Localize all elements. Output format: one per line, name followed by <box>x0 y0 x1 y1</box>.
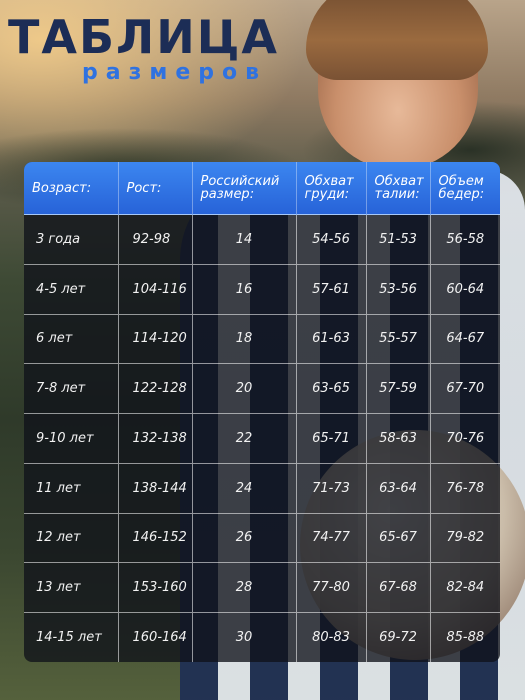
cell-waist: 65-67 <box>366 512 431 563</box>
cell-russian-size: 20 <box>192 363 297 414</box>
cell-hips: 67-70 <box>430 363 500 414</box>
table-header-row: Возраст: Рост: Российский размер: Обхват… <box>24 162 500 215</box>
cell-hips: 82-84 <box>430 562 500 613</box>
cell-height: 138-144 <box>118 462 193 514</box>
table-row: 12 лет 146-152 26 74-77 65-67 79-82 <box>24 512 500 563</box>
cell-height: 160-164 <box>118 612 193 662</box>
cell-age: 7-8 лет <box>24 363 119 414</box>
cell-russian-size: 26 <box>192 512 297 563</box>
cell-hips: 70-76 <box>430 413 500 464</box>
table-row: 3 года 92-98 14 54-56 51-53 56-58 <box>24 214 500 265</box>
cell-russian-size: 22 <box>192 413 297 464</box>
table-row: 4-5 лет 104-116 16 57-61 53-56 60-64 <box>24 263 500 315</box>
cell-chest: 63-65 <box>296 363 367 414</box>
cell-waist: 67-68 <box>366 562 431 613</box>
table-row: 9-10 лет 132-138 22 65-71 58-63 70-76 <box>24 413 500 464</box>
table-row: 13 лет 153-160 28 77-80 67-68 82-84 <box>24 562 500 613</box>
cell-waist: 69-72 <box>366 612 431 662</box>
cell-age: 9-10 лет <box>24 413 119 464</box>
header-chest: Обхват груди: <box>296 162 367 215</box>
cell-russian-size: 14 <box>192 214 297 265</box>
header-hips: Объем бедер: <box>430 162 500 215</box>
cell-waist: 51-53 <box>366 214 431 265</box>
table-row: 7-8 лет 122-128 20 63-65 57-59 67-70 <box>24 363 500 414</box>
cell-chest: 57-61 <box>296 263 367 315</box>
cell-height: 92-98 <box>118 214 193 265</box>
cell-age: 13 лет <box>24 562 119 613</box>
cell-hips: 76-78 <box>430 462 500 514</box>
cell-height: 146-152 <box>118 512 193 563</box>
cell-height: 153-160 <box>118 562 193 613</box>
boy-hair <box>306 0 488 80</box>
page-subtitle: размеров <box>82 60 268 85</box>
cell-waist: 55-57 <box>366 313 431 364</box>
cell-chest: 74-77 <box>296 512 367 563</box>
cell-hips: 56-58 <box>430 214 500 265</box>
cell-height: 114-120 <box>118 313 193 364</box>
cell-chest: 65-71 <box>296 413 367 464</box>
cell-chest: 80-83 <box>296 612 367 662</box>
cell-hips: 85-88 <box>430 612 500 662</box>
cell-age: 4-5 лет <box>24 263 119 315</box>
cell-waist: 53-56 <box>366 263 431 315</box>
cell-russian-size: 30 <box>192 612 297 662</box>
table-row: 14-15 лет 160-164 30 80-83 69-72 85-88 <box>24 612 500 662</box>
cell-hips: 60-64 <box>430 263 500 315</box>
cell-waist: 63-64 <box>366 462 431 514</box>
cell-height: 132-138 <box>118 413 193 464</box>
cell-age: 3 года <box>24 214 119 265</box>
header-russian-size: Российский размер: <box>192 162 297 215</box>
header-waist: Обхват талии: <box>366 162 431 215</box>
cell-height: 104-116 <box>118 263 193 315</box>
cell-waist: 57-59 <box>366 363 431 414</box>
cell-hips: 64-67 <box>430 313 500 364</box>
cell-age: 14-15 лет <box>24 612 119 662</box>
cell-chest: 54-56 <box>296 214 367 265</box>
cell-age: 6 лет <box>24 313 119 364</box>
table-row: 6 лет 114-120 18 61-63 55-57 64-67 <box>24 313 500 364</box>
cell-russian-size: 18 <box>192 313 297 364</box>
header-height: Рост: <box>118 162 193 215</box>
table-row: 11 лет 138-144 24 71-73 63-64 76-78 <box>24 462 500 514</box>
cell-russian-size: 24 <box>192 462 297 514</box>
cell-height: 122-128 <box>118 363 193 414</box>
cell-age: 12 лет <box>24 512 119 563</box>
cell-russian-size: 16 <box>192 263 297 315</box>
cell-chest: 71-73 <box>296 462 367 514</box>
cell-hips: 79-82 <box>430 512 500 563</box>
cell-russian-size: 28 <box>192 562 297 613</box>
cell-chest: 61-63 <box>296 313 367 364</box>
cell-chest: 77-80 <box>296 562 367 613</box>
cell-age: 11 лет <box>24 462 119 514</box>
header-age: Возраст: <box>24 162 119 215</box>
size-chart-table: Возраст: Рост: Российский размер: Обхват… <box>24 162 500 662</box>
page-title: ТАБЛИЦА <box>8 10 280 64</box>
cell-waist: 58-63 <box>366 413 431 464</box>
